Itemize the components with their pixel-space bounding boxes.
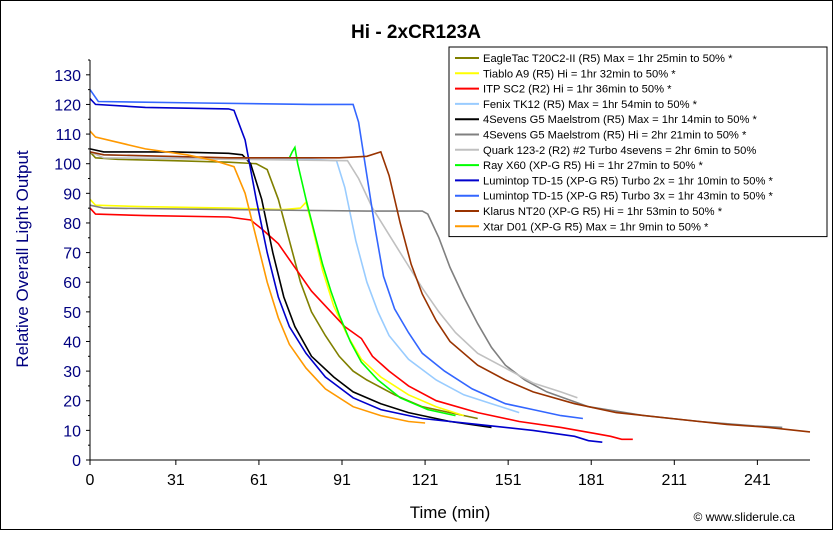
axes: 0 10 20 30 40 50 60 70 80 90 100 110 120 130 0 31 61 91 12… [54, 59, 810, 489]
legend-entry-5: 4Sevens G5 Maelstrom (R5) Max = 1hr 14mi… [483, 114, 758, 126]
legend-entry-11: Klarus NT20 (XP-G R5) Hi = 1hr 53min to … [483, 206, 723, 218]
x-tick-label: 151 [495, 472, 522, 489]
x-axis-label: Time (min) [410, 503, 491, 522]
y-tick-label: 90 [63, 186, 81, 203]
series-line-5 [89, 148, 492, 429]
x-tick-label: 61 [250, 472, 268, 489]
series-line-10 [89, 89, 584, 420]
legend-entry-3: ITP SC2 (R2) Hi = 1hr 36min to 50% * [483, 84, 672, 96]
y-tick-label: 30 [63, 364, 81, 381]
legend-entry-6: 4Sevens G5 Maelstrom (R5) Hi = 2hr 21min… [483, 130, 747, 142]
legend: EagleTac T20C2-II (R5) Max = 1hr 25min t… [448, 46, 828, 238]
legend-entry-4: Fenix TK12 (R5) Max = 1hr 54min to 50% * [483, 99, 698, 111]
legend-entry-2: Tiablo A9 (R5) Hi = 1hr 32min to 50% * [483, 68, 676, 80]
y-tick-label: 0 [72, 453, 81, 470]
legend-entry-8: Ray X60 (XP-G R5) Hi = 1hr 27min to 50% … [483, 160, 703, 172]
y-tick-label: 60 [63, 275, 81, 292]
y-tick-label: 80 [63, 216, 81, 233]
y-tick-label: 50 [63, 305, 81, 322]
series-line-3 [89, 207, 633, 441]
y-tick-label: 10 [63, 423, 81, 440]
credit-text: © www.sliderule.ca [693, 510, 795, 524]
legend-entry-10: Lumintop TD-15 (XP-G R5) Turbo 3x = 1hr … [483, 191, 774, 203]
series-line-1 [89, 151, 478, 420]
x-tick-label: 121 [412, 472, 439, 489]
x-tick-label: 91 [333, 472, 351, 489]
x-tick-label: 211 [662, 472, 688, 489]
x-tick-label: 181 [578, 472, 605, 489]
legend-entry-12: Xtar D01 (XP-G R5) Max = 1hr 9min to 50%… [483, 221, 709, 233]
y-tick-label: 40 [63, 334, 81, 351]
y-tick-label: 100 [54, 157, 81, 174]
legend-entry-1: EagleTac T20C2-II (R5) Max = 1hr 25min t… [483, 53, 733, 65]
y-axis-label: Relative Overall Light Output [13, 150, 32, 368]
y-tick-label: 120 [54, 97, 81, 114]
y-tick-label: 20 [63, 394, 81, 411]
series-line-11 [89, 150, 811, 433]
legend-entry-7: Quark 123-2 (R2) #2 Turbo 4sevens = 2hr … [483, 145, 756, 157]
legend-box [448, 46, 828, 238]
legend-entry-9: Lumintop TD-15 (XP-G R5) Turbo 2x = 1hr … [483, 175, 774, 187]
x-tick-label: 31 [167, 472, 185, 489]
series-group [89, 89, 811, 443]
chart-title: Hi - 2xCR123A [351, 22, 481, 43]
series-line-2 [89, 198, 465, 417]
y-tick-label: 130 [54, 68, 81, 85]
series-line-7 [89, 151, 578, 399]
y-tick-label: 110 [55, 127, 81, 144]
x-tick-label: 0 [86, 472, 95, 489]
series-line-8 [288, 145, 456, 417]
series-line-12 [89, 130, 426, 424]
y-tick-label: 70 [63, 246, 81, 263]
series-line-9 [89, 97, 603, 443]
x-tick-label: 241 [744, 472, 771, 489]
